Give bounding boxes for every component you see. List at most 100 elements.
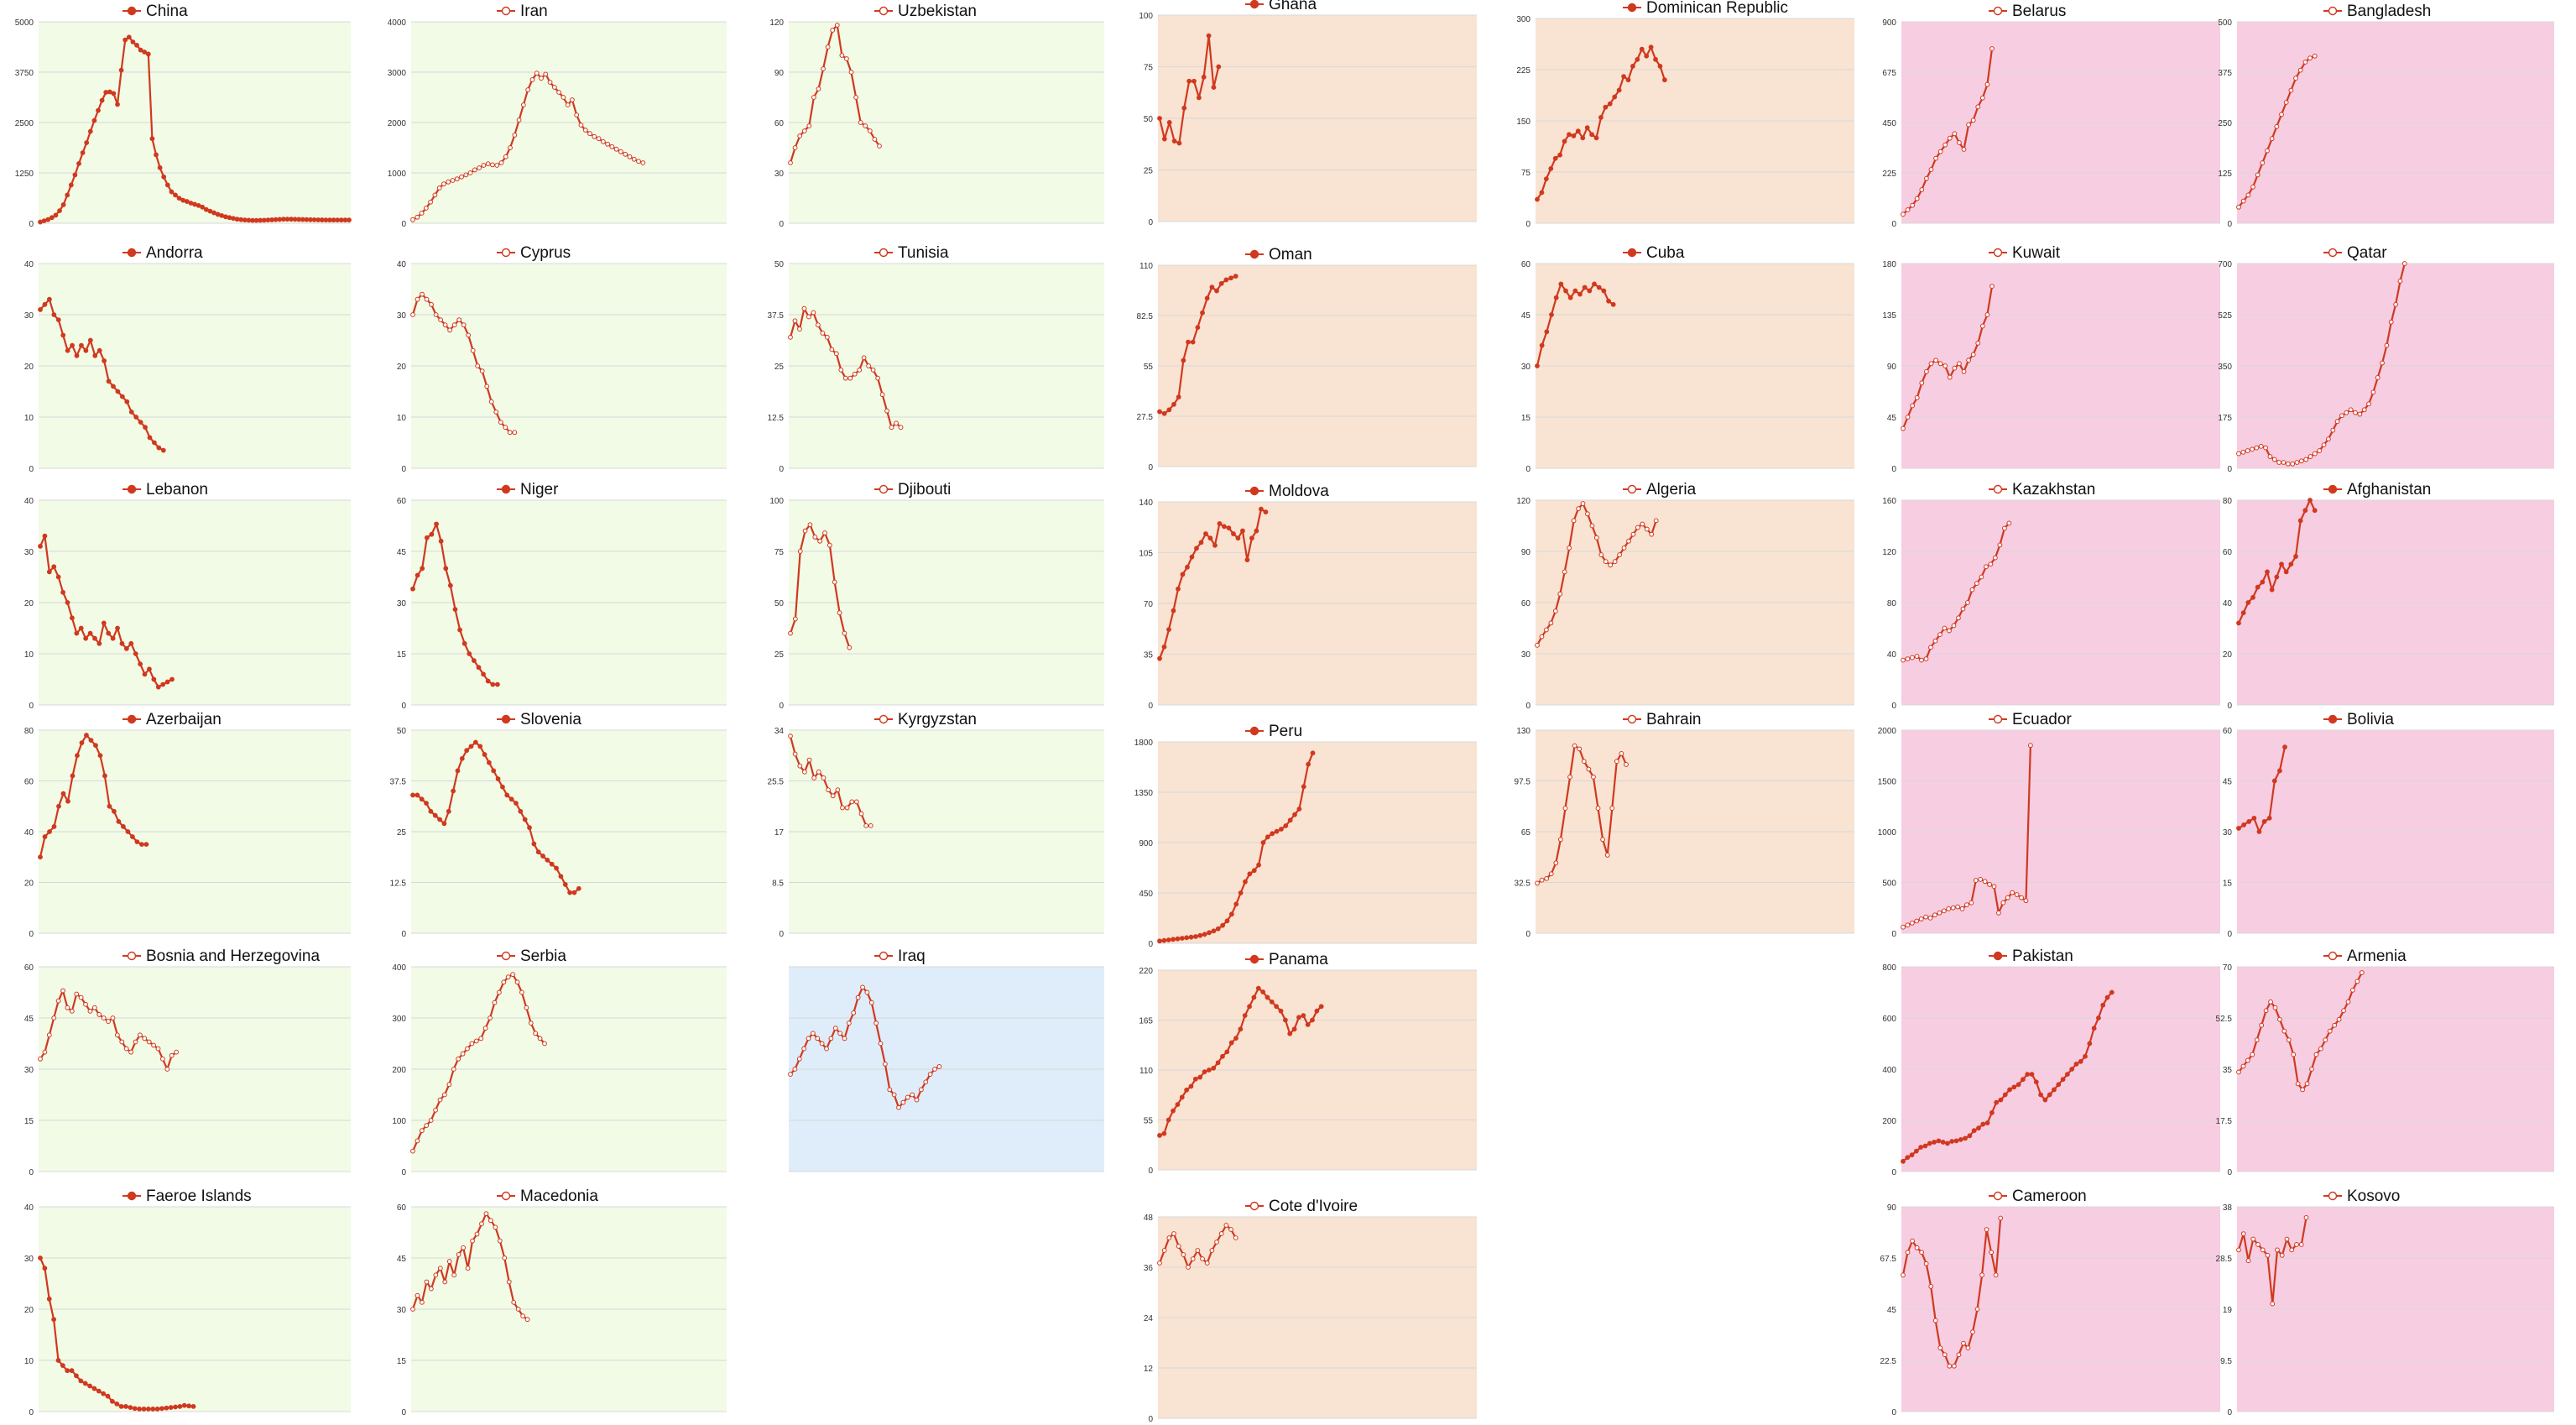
data-point: [1198, 540, 1204, 545]
data-point: [527, 825, 532, 831]
data-point: [875, 375, 881, 381]
series-line: [1158, 508, 1266, 660]
data-point: [1192, 78, 1197, 84]
data-point: [70, 342, 75, 348]
chart-title: Tunisia: [898, 244, 949, 262]
legend-marker: [127, 248, 137, 258]
data-point: [1209, 284, 1215, 290]
data-point: [75, 753, 80, 759]
data-point: [115, 389, 121, 394]
data-point: [1539, 634, 1545, 639]
data-point: [475, 363, 481, 368]
data-point: [1621, 74, 1626, 80]
data-point: [1203, 531, 1208, 536]
data-point: [1190, 339, 1196, 345]
data-point: [2271, 457, 2277, 462]
data-point: [84, 140, 90, 145]
y-tick-label: 0: [401, 930, 406, 939]
data-point: [870, 367, 876, 373]
chart-title: Algeria: [1646, 481, 1697, 498]
y-tick-label: 0: [29, 220, 34, 229]
y-tick-label: 2500: [15, 119, 34, 128]
y-tick-label: 225: [1882, 170, 1896, 179]
data-point: [821, 66, 826, 71]
data-point: [788, 334, 793, 340]
y-tick-label: 0: [2227, 465, 2232, 474]
data-point: [97, 753, 103, 759]
data-point: [149, 136, 155, 142]
data-point: [500, 784, 505, 790]
data-point: [410, 792, 415, 798]
data-point: [1937, 361, 1943, 367]
data-point: [424, 296, 430, 302]
data-point: [1910, 655, 1915, 660]
data-point: [2269, 136, 2275, 142]
data-point: [1928, 645, 1933, 650]
data-point: [477, 744, 483, 749]
data-point: [2285, 461, 2291, 467]
data-point: [2279, 1252, 2285, 1258]
y-tick-label: 0: [1891, 220, 1896, 229]
y-tick-label: 0: [1891, 465, 1896, 474]
data-point: [1947, 628, 1952, 634]
data-point: [1161, 410, 1167, 416]
data-point: [1535, 642, 1540, 648]
data-point: [1157, 116, 1162, 121]
data-point: [207, 208, 213, 214]
data-point: [858, 120, 863, 125]
data-point: [1606, 298, 1611, 304]
data-point: [466, 332, 472, 338]
data-point: [47, 829, 52, 834]
y-tick-label: 3000: [388, 69, 407, 78]
data-point: [107, 803, 112, 809]
y-tick-label: 90: [1887, 363, 1897, 372]
data-point: [479, 368, 485, 374]
data-point: [442, 322, 448, 328]
data-point: [1607, 101, 1613, 107]
data-point: [1571, 518, 1577, 524]
data-point: [87, 337, 93, 343]
data-point: [415, 792, 420, 798]
data-point: [42, 533, 48, 539]
data-point: [824, 334, 830, 340]
data-point: [2250, 184, 2255, 190]
data-point: [110, 635, 116, 641]
y-tick-label: 60: [774, 119, 785, 128]
data-point: [65, 347, 70, 353]
data-point: [1161, 644, 1167, 650]
y-tick-label: 30: [774, 170, 785, 179]
y-tick-label: 37.5: [768, 311, 785, 321]
data-point: [477, 165, 482, 170]
data-point: [160, 681, 166, 687]
y-tick-label: 140: [1139, 498, 1153, 508]
y-tick-label: 0: [401, 220, 406, 229]
data-point: [884, 408, 889, 414]
y-tick-label: 0: [401, 702, 406, 711]
chart-title: Cyprus: [520, 244, 571, 262]
data-point: [1937, 632, 1942, 638]
data-point: [618, 149, 623, 154]
y-tick-label: 40: [24, 497, 34, 506]
data-point: [2263, 445, 2268, 451]
data-point: [829, 347, 835, 352]
data-point: [432, 192, 438, 198]
data-point: [2281, 460, 2287, 465]
y-tick-label: 1250: [15, 170, 34, 179]
data-point: [2397, 279, 2403, 284]
data-point: [802, 528, 808, 534]
data-point: [69, 615, 75, 621]
data-point: [415, 296, 420, 302]
y-tick-label: 350: [2218, 363, 2232, 372]
chart-title: Iran: [520, 3, 548, 20]
data-point: [2283, 100, 2289, 105]
data-point: [627, 154, 633, 159]
data-point: [600, 138, 606, 144]
data-point: [494, 163, 500, 168]
data-point: [169, 676, 175, 682]
